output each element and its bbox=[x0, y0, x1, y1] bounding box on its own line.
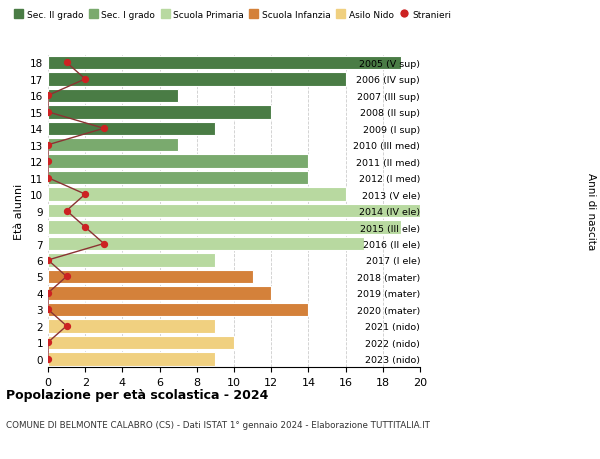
Bar bbox=[48, 106, 271, 119]
Point bbox=[43, 92, 53, 100]
Bar bbox=[48, 221, 401, 234]
Bar bbox=[48, 155, 308, 168]
Bar bbox=[48, 204, 420, 218]
Bar bbox=[48, 319, 215, 333]
Point bbox=[80, 191, 90, 198]
Bar bbox=[48, 352, 215, 366]
Bar bbox=[48, 303, 308, 316]
Point bbox=[99, 241, 109, 248]
Bar bbox=[48, 254, 215, 267]
Point bbox=[43, 174, 53, 182]
Point bbox=[43, 306, 53, 313]
Bar bbox=[48, 172, 308, 185]
Bar bbox=[48, 286, 271, 300]
Point bbox=[43, 142, 53, 149]
Bar bbox=[48, 73, 346, 86]
Bar bbox=[48, 56, 401, 70]
Bar bbox=[48, 270, 253, 284]
Point bbox=[43, 257, 53, 264]
Point bbox=[43, 109, 53, 116]
Legend: Sec. II grado, Sec. I grado, Scuola Primaria, Scuola Infanzia, Asilo Nido, Stran: Sec. II grado, Sec. I grado, Scuola Prim… bbox=[11, 7, 455, 23]
Point bbox=[80, 224, 90, 231]
Y-axis label: Età alunni: Età alunni bbox=[14, 183, 25, 239]
Point bbox=[99, 125, 109, 133]
Text: Popolazione per età scolastica - 2024: Popolazione per età scolastica - 2024 bbox=[6, 388, 268, 401]
Point bbox=[43, 158, 53, 166]
Text: COMUNE DI BELMONTE CALABRO (CS) - Dati ISTAT 1° gennaio 2024 - Elaborazione TUTT: COMUNE DI BELMONTE CALABRO (CS) - Dati I… bbox=[6, 420, 430, 429]
Bar bbox=[48, 122, 215, 136]
Bar bbox=[48, 139, 178, 152]
Bar bbox=[48, 188, 346, 202]
Bar bbox=[48, 237, 364, 251]
Point bbox=[62, 273, 71, 280]
Point bbox=[43, 339, 53, 346]
Text: Anni di nascita: Anni di nascita bbox=[586, 173, 596, 250]
Point bbox=[62, 323, 71, 330]
Point bbox=[43, 355, 53, 363]
Point bbox=[62, 60, 71, 67]
Bar bbox=[48, 90, 178, 103]
Point bbox=[80, 76, 90, 84]
Point bbox=[43, 290, 53, 297]
Point bbox=[62, 207, 71, 215]
Bar bbox=[48, 336, 234, 349]
